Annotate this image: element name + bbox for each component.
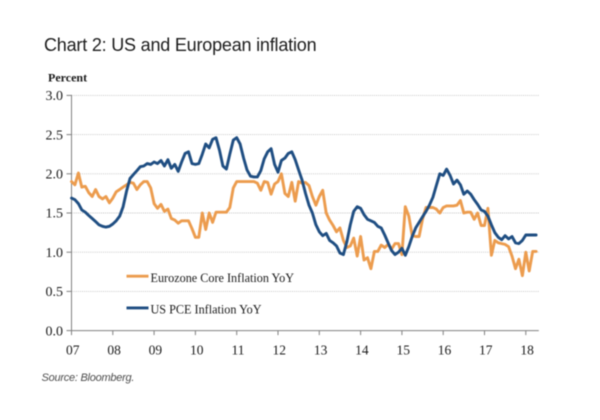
svg-text:2.0: 2.0	[46, 168, 64, 183]
svg-text:08: 08	[107, 343, 121, 358]
svg-text:Percent: Percent	[48, 71, 87, 85]
svg-text:15: 15	[396, 343, 410, 358]
svg-text:US PCE Inflation YoY: US PCE Inflation YoY	[151, 303, 262, 317]
svg-text:13: 13	[314, 343, 328, 358]
svg-text:17: 17	[479, 343, 493, 358]
svg-text:1.0: 1.0	[46, 246, 64, 261]
svg-text:11: 11	[232, 343, 245, 358]
svg-text:Eurozone Core Inflation YoY: Eurozone Core Inflation YoY	[151, 271, 295, 285]
svg-text:10: 10	[190, 343, 204, 358]
svg-text:09: 09	[149, 343, 163, 358]
svg-text:14: 14	[355, 343, 369, 358]
svg-text:16: 16	[438, 343, 452, 358]
svg-text:12: 12	[273, 343, 287, 358]
svg-text:18: 18	[520, 343, 534, 358]
svg-text:0.0: 0.0	[46, 324, 64, 339]
svg-text:1.5: 1.5	[46, 207, 64, 222]
svg-text:0.5: 0.5	[46, 285, 64, 300]
svg-text:3.0: 3.0	[46, 89, 64, 104]
svg-text:07: 07	[66, 343, 80, 358]
svg-text:2.5: 2.5	[46, 128, 64, 143]
